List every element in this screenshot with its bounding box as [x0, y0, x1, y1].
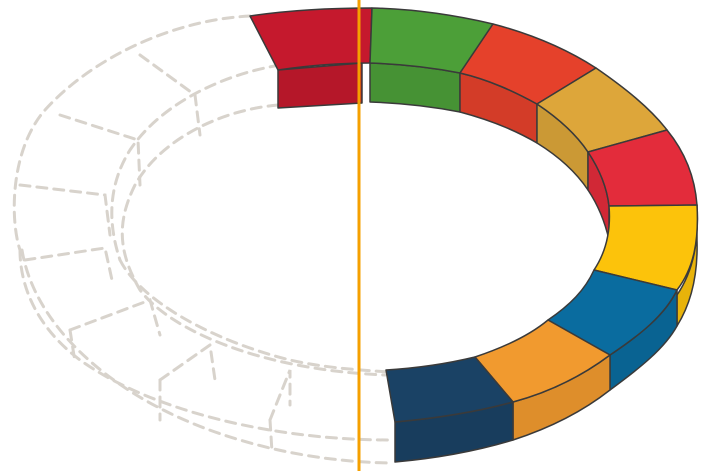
- placeholder-segments: [12, 14, 392, 465]
- placeholder-inner-top-edge: [110, 63, 282, 262]
- segment-1: [249, 7, 373, 109]
- segment-9-top: [385, 356, 514, 423]
- placeholder-divider-7: [268, 369, 292, 422]
- placeholder-divider-6: [158, 342, 217, 382]
- segment-1-top: [249, 7, 373, 71]
- placeholder-outer-top-edge: [12, 14, 252, 252]
- placeholder-outer-bottom-edge: [20, 248, 392, 465]
- placeholder-outer-rim: [18, 248, 392, 442]
- segment-9: [385, 356, 514, 463]
- segment-1-side: [277, 62, 363, 109]
- placeholder-divider-1: [138, 53, 202, 137]
- colored-segments: [249, 7, 699, 463]
- placeholder-divider-10: [68, 328, 77, 364]
- placeholder-divider-9: [268, 418, 274, 454]
- segment-2: [369, 7, 494, 113]
- placeholder-inner-bottom-edge: [118, 258, 392, 374]
- placeholder-divider-5: [68, 298, 162, 337]
- placeholder-divider-4: [23, 246, 114, 282]
- placeholder-divider-2: [58, 113, 142, 187]
- placeholder-inner-rim: [120, 103, 387, 377]
- placeholder-divider-3: [18, 183, 112, 237]
